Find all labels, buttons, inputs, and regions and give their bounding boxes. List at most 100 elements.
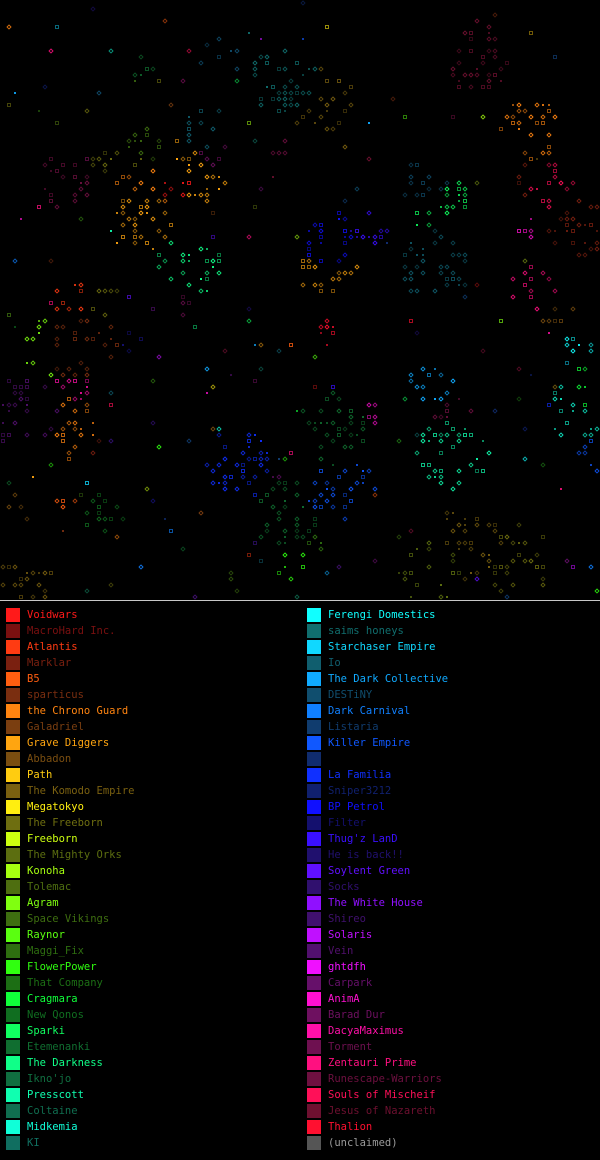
planet-marker[interactable]: [162, 192, 168, 198]
planet-marker[interactable]: [444, 186, 450, 192]
planet-marker[interactable]: [492, 528, 498, 534]
planet-marker[interactable]: [505, 61, 509, 65]
planet-marker[interactable]: [589, 439, 593, 443]
planet-marker[interactable]: [176, 158, 178, 160]
planet-marker[interactable]: [546, 318, 552, 324]
planet-marker[interactable]: [168, 186, 174, 192]
planet-marker[interactable]: [594, 468, 600, 474]
planet-marker[interactable]: [522, 108, 528, 114]
planet-marker[interactable]: [192, 594, 198, 600]
planet-marker[interactable]: [188, 260, 190, 262]
planet-marker[interactable]: [254, 344, 256, 346]
planet-marker[interactable]: [337, 427, 341, 431]
planet-marker[interactable]: [60, 174, 66, 180]
planet-marker[interactable]: [49, 193, 53, 197]
planet-marker[interactable]: [337, 433, 341, 437]
planet-marker[interactable]: [258, 462, 264, 468]
planet-marker[interactable]: [66, 450, 72, 456]
planet-marker[interactable]: [493, 565, 497, 569]
planet-marker[interactable]: [336, 276, 342, 282]
planet-marker[interactable]: [126, 216, 132, 222]
planet-marker[interactable]: [528, 228, 534, 234]
planet-marker[interactable]: [314, 422, 316, 424]
planet-marker[interactable]: [302, 506, 304, 508]
planet-marker[interactable]: [210, 174, 216, 180]
planet-marker[interactable]: [560, 488, 562, 490]
planet-marker[interactable]: [342, 270, 348, 276]
planet-marker[interactable]: [445, 541, 449, 545]
planet-marker[interactable]: [66, 306, 72, 312]
planet-marker[interactable]: [546, 228, 552, 234]
planet-marker[interactable]: [272, 476, 274, 478]
planet-marker[interactable]: [348, 486, 354, 492]
planet-marker[interactable]: [319, 289, 323, 293]
planet-marker[interactable]: [560, 398, 562, 400]
planet-marker[interactable]: [132, 72, 138, 78]
planet-marker[interactable]: [145, 67, 149, 71]
planet-marker[interactable]: [469, 37, 473, 41]
planet-marker[interactable]: [61, 439, 65, 443]
planet-marker[interactable]: [38, 572, 40, 574]
planet-marker[interactable]: [102, 288, 108, 294]
planet-marker[interactable]: [72, 372, 78, 378]
planet-marker[interactable]: [576, 198, 582, 204]
planet-marker[interactable]: [265, 493, 269, 497]
planet-marker[interactable]: [534, 102, 540, 108]
planet-marker[interactable]: [300, 408, 306, 414]
planet-marker[interactable]: [210, 384, 216, 390]
planet-marker[interactable]: [19, 595, 23, 599]
planet-marker[interactable]: [294, 120, 300, 126]
planet-marker[interactable]: [492, 54, 498, 60]
planet-marker[interactable]: [379, 235, 383, 239]
planet-marker[interactable]: [366, 402, 372, 408]
planet-marker[interactable]: [252, 66, 258, 72]
planet-marker[interactable]: [318, 66, 324, 72]
planet-marker[interactable]: [343, 109, 347, 113]
planet-marker[interactable]: [19, 577, 23, 581]
planet-marker[interactable]: [486, 450, 492, 456]
planet-marker[interactable]: [594, 588, 600, 594]
planet-marker[interactable]: [264, 54, 270, 60]
planet-marker[interactable]: [523, 283, 527, 287]
planet-marker[interactable]: [132, 132, 138, 138]
planet-marker[interactable]: [12, 402, 18, 408]
planet-marker[interactable]: [552, 384, 558, 390]
planet-marker[interactable]: [420, 438, 426, 444]
planet-marker[interactable]: [324, 102, 330, 108]
planet-marker[interactable]: [272, 176, 274, 178]
planet-marker[interactable]: [433, 433, 437, 437]
planet-marker[interactable]: [132, 228, 138, 234]
planet-marker[interactable]: [198, 510, 204, 516]
planet-marker[interactable]: [300, 534, 306, 540]
planet-marker[interactable]: [24, 336, 30, 342]
planet-marker[interactable]: [282, 138, 288, 144]
planet-marker[interactable]: [488, 566, 490, 568]
planet-marker[interactable]: [349, 85, 353, 89]
planet-marker[interactable]: [450, 72, 456, 78]
planet-marker[interactable]: [540, 114, 546, 120]
planet-marker[interactable]: [372, 486, 378, 492]
planet-marker[interactable]: [271, 85, 275, 89]
planet-marker[interactable]: [140, 158, 142, 160]
planet-marker[interactable]: [175, 139, 179, 143]
planet-marker[interactable]: [530, 218, 532, 220]
planet-marker[interactable]: [414, 192, 420, 198]
planet-marker[interactable]: [247, 439, 251, 443]
planet-marker[interactable]: [132, 186, 138, 192]
planet-marker[interactable]: [546, 204, 552, 210]
planet-marker[interactable]: [372, 492, 378, 498]
planet-marker[interactable]: [85, 157, 89, 161]
planet-marker[interactable]: [25, 379, 29, 383]
planet-marker[interactable]: [324, 432, 330, 438]
planet-marker[interactable]: [211, 211, 215, 215]
planet-marker[interactable]: [150, 420, 156, 426]
planet-marker[interactable]: [446, 518, 448, 520]
planet-marker[interactable]: [288, 90, 294, 96]
planet-marker[interactable]: [294, 534, 300, 540]
planet-marker[interactable]: [414, 288, 420, 294]
planet-marker[interactable]: [42, 162, 48, 168]
planet-marker[interactable]: [247, 481, 251, 485]
planet-marker[interactable]: [325, 25, 329, 29]
planet-marker[interactable]: [79, 289, 83, 293]
planet-marker[interactable]: [481, 469, 485, 473]
